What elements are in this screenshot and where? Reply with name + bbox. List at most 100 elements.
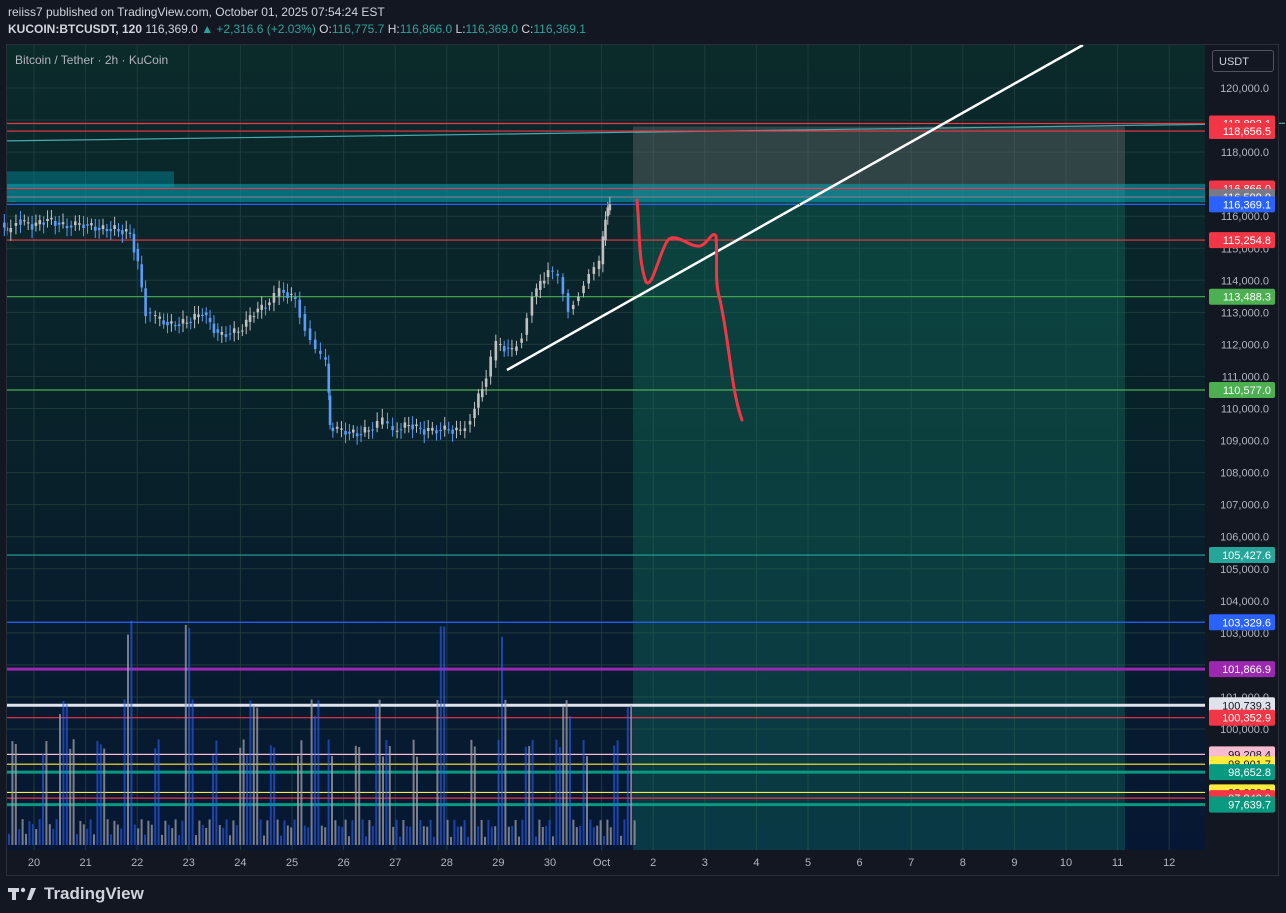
volume-bar xyxy=(293,819,296,845)
volume-bar xyxy=(42,753,44,845)
symbol-label[interactable]: KUCOIN:BTCUSDT, 120 xyxy=(8,22,143,36)
volume-bar xyxy=(215,740,218,845)
volume-bar xyxy=(484,836,486,845)
candle-body xyxy=(395,430,399,432)
volume-bar xyxy=(235,825,238,845)
volume-bar xyxy=(167,824,170,845)
candle-body xyxy=(136,249,140,262)
price-level-label: 110,577.0 xyxy=(1223,385,1271,397)
candle-body xyxy=(340,428,343,430)
volume-bar xyxy=(144,834,146,845)
volume-bar xyxy=(212,755,214,845)
volume-bar xyxy=(453,819,456,845)
price-axis-tick: 116,000.0 xyxy=(1221,211,1269,223)
volume-bar xyxy=(297,755,299,845)
volume-bar xyxy=(633,820,636,845)
trendline[interactable] xyxy=(506,43,1084,372)
time-axis[interactable] xyxy=(7,850,1205,875)
time-axis-tick: 27 xyxy=(389,857,401,869)
volume-bar xyxy=(127,634,129,845)
tradingview-brand: TradingView xyxy=(44,884,144,903)
time-axis-tick: 2 xyxy=(650,857,656,869)
candle-body xyxy=(415,424,418,427)
candle-body xyxy=(473,408,476,419)
volume-bar xyxy=(623,819,626,845)
candle-body xyxy=(459,429,462,431)
volume-bar xyxy=(269,745,272,845)
time-axis-tick: 29 xyxy=(492,857,504,869)
volume-bar xyxy=(28,821,31,845)
candle-body xyxy=(426,428,430,431)
volume-bar xyxy=(552,836,554,845)
price-axis-tick: 109,000.0 xyxy=(1220,436,1269,448)
candle-body xyxy=(117,229,120,232)
price-level-label: 100,739.3 xyxy=(1222,700,1271,712)
candle-body xyxy=(344,430,347,435)
tradingview-footer[interactable]: TradingView xyxy=(8,884,144,904)
candle-body xyxy=(375,420,379,428)
volume-bar xyxy=(205,827,208,845)
candle-body xyxy=(308,328,312,341)
candle-body xyxy=(403,422,407,428)
candle-body xyxy=(561,277,565,294)
volume-bar xyxy=(613,745,616,845)
volume-bar xyxy=(208,819,211,845)
volume-bar xyxy=(572,819,575,845)
volume-bar xyxy=(256,707,259,845)
candle-body xyxy=(38,220,42,225)
take-profit-zone xyxy=(633,197,1125,850)
time-axis-tick: 25 xyxy=(286,857,298,869)
volume-bar xyxy=(535,836,537,845)
volume-bar xyxy=(130,620,133,845)
candle-body xyxy=(303,313,307,331)
candle-body xyxy=(587,274,590,284)
volume-bar xyxy=(620,835,622,845)
candle-body xyxy=(170,321,173,324)
currency-unit-button[interactable]: USDT xyxy=(1212,50,1274,72)
projection-drawing[interactable] xyxy=(635,198,744,422)
volume-bar xyxy=(133,824,136,845)
price-level-label: 116,369.1 xyxy=(1223,199,1271,211)
close-label: C: xyxy=(521,22,534,36)
volume-bar xyxy=(501,636,503,845)
candle-body xyxy=(604,219,607,241)
volume-bar xyxy=(511,826,514,845)
volume-bar xyxy=(337,825,340,845)
candle-body xyxy=(484,378,488,387)
candle-body xyxy=(293,297,297,299)
candle-body xyxy=(313,339,317,350)
volume-bar xyxy=(327,739,330,845)
price-axis-tick: 120,000.0 xyxy=(1220,83,1269,95)
volume-bar xyxy=(8,833,10,845)
price-axis-tick: 107,000.0 xyxy=(1220,500,1269,512)
volume-bar xyxy=(331,756,333,845)
volume-bar xyxy=(341,827,344,845)
volume-bar xyxy=(62,700,65,845)
volume-bar xyxy=(450,836,452,845)
price-level-label: 103,329.6 xyxy=(1222,617,1271,629)
candle-body xyxy=(140,264,144,288)
price-level-tag xyxy=(1209,547,1275,564)
candle-body xyxy=(468,421,472,425)
candle-body xyxy=(193,313,196,320)
candle-body xyxy=(153,315,157,317)
close-value: 116,369.1 xyxy=(533,22,586,36)
volume-bar xyxy=(225,819,228,845)
time-axis-tick: 9 xyxy=(1011,857,1017,869)
price-axis-tick: 103,000.0 xyxy=(1220,628,1269,640)
price-level-label: 100,352.9 xyxy=(1222,713,1271,725)
time-axis-tick: 8 xyxy=(960,857,966,869)
candle-body xyxy=(228,333,232,335)
volume-bar xyxy=(89,819,92,845)
volume-bar xyxy=(365,836,367,845)
volume-bar xyxy=(490,826,493,845)
candle-body xyxy=(381,417,384,425)
candle-body xyxy=(355,433,359,437)
high-value: 116,866.0 xyxy=(399,22,453,36)
volume-bar xyxy=(348,836,350,845)
price-level-label: 101,866.9 xyxy=(1222,664,1271,676)
candle-body xyxy=(50,217,53,220)
candle-body xyxy=(30,224,34,230)
price-level-label: 105,427.6 xyxy=(1222,550,1271,562)
